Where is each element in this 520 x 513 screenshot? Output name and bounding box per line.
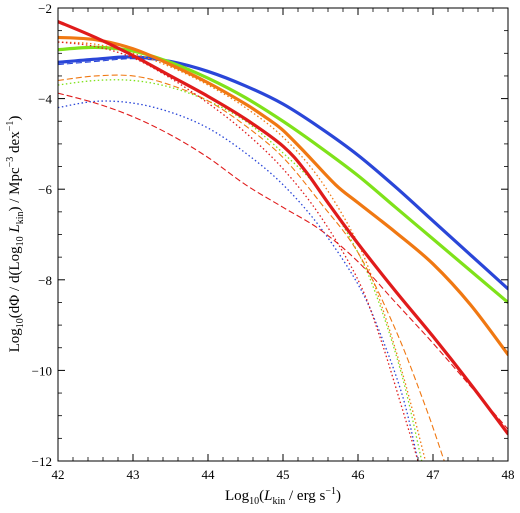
series-line-2 <box>58 100 419 461</box>
series-line-5 <box>58 35 508 357</box>
series-line-4 <box>58 79 423 461</box>
x-axis-label: Log10(Lkin / erg s−1) <box>225 486 341 507</box>
series-line-3 <box>58 45 508 305</box>
y-tick-label: −8 <box>38 273 52 288</box>
y-tick-label: −6 <box>38 182 52 197</box>
x-tick-label: 42 <box>52 467 65 482</box>
x-tick-label: 43 <box>127 467 140 482</box>
y-tick-label: −12 <box>32 454 52 469</box>
series-line-9 <box>58 92 508 430</box>
x-tick-label: 44 <box>202 467 216 482</box>
ticks-layer: 42 43 44 45 46 47 48 −12 −10 −8 −6 −4 −2 <box>32 1 515 482</box>
y-tick-label: −4 <box>38 92 52 107</box>
x-tick-label: 45 <box>277 467 290 482</box>
y-tick-label: −2 <box>38 1 52 16</box>
y-tick-label: −10 <box>32 363 52 378</box>
series-line-7 <box>58 41 427 461</box>
plot-frame <box>57 7 509 462</box>
series-line-10 <box>58 41 419 461</box>
series-line-0 <box>58 55 508 291</box>
series-line-1 <box>58 58 359 157</box>
x-tick-label: 46 <box>352 467 366 482</box>
x-tick-label: 47 <box>427 467 441 482</box>
series-layer <box>58 19 508 461</box>
x-tick-label: 48 <box>502 467 515 482</box>
series-line-8 <box>58 19 508 436</box>
y-axis-label: Log10(dΦ / d(Log10 Lkin) / Mpc−3 dex−1) <box>5 116 26 353</box>
series-line-6 <box>58 74 445 461</box>
